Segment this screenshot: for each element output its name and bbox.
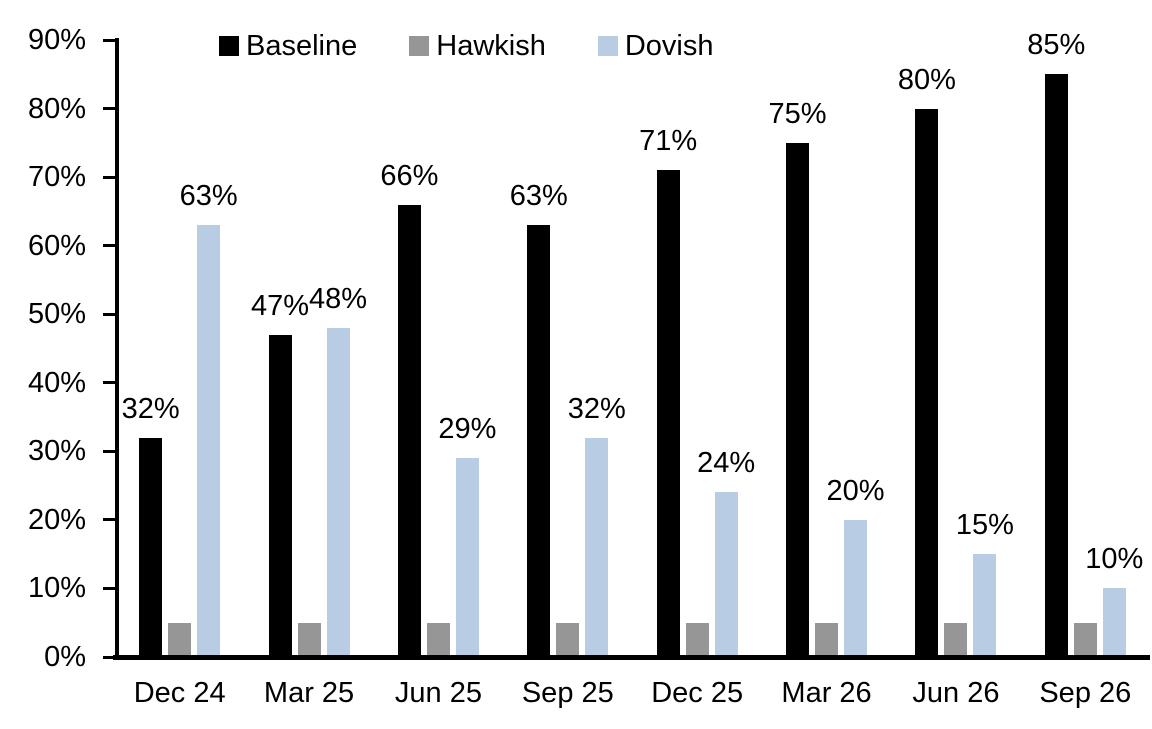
bar-value-label: 24% xyxy=(697,447,756,480)
bar-hawkish-0 xyxy=(168,622,192,657)
y-tick-label: 40% xyxy=(27,366,86,399)
legend-label: Dovish xyxy=(624,30,714,62)
y-tick xyxy=(103,449,115,453)
x-axis-label: Sep 26 xyxy=(1039,677,1132,709)
bar-dovish-6 xyxy=(973,554,997,657)
y-axis-line xyxy=(115,38,119,660)
y-tick xyxy=(103,244,115,248)
y-tick xyxy=(103,381,115,385)
y-tick xyxy=(103,586,115,590)
bar-hawkish-3 xyxy=(556,622,580,657)
bar-value-label: 71% xyxy=(639,125,698,158)
x-axis-label: Sep 25 xyxy=(521,677,614,709)
bar-baseline-4 xyxy=(656,170,680,657)
bar-baseline-7 xyxy=(1044,74,1068,657)
bar-hawkish-1 xyxy=(297,622,321,657)
y-tick-label: 20% xyxy=(27,503,86,536)
y-tick-label: 30% xyxy=(27,435,86,468)
bar-dovish-3 xyxy=(585,437,609,657)
x-axis-label: Dec 25 xyxy=(651,677,744,709)
y-tick xyxy=(103,655,115,659)
bar-dovish-1 xyxy=(326,327,350,657)
legend-swatch-baseline-icon xyxy=(219,36,239,56)
y-tick-label: 10% xyxy=(27,572,86,605)
bar-value-label: 85% xyxy=(1027,29,1086,62)
bar-value-label: 10% xyxy=(1085,543,1144,576)
legend-item-dovish: Dovish xyxy=(597,29,714,63)
bar-baseline-0 xyxy=(139,437,163,657)
bar-hawkish-7 xyxy=(1073,622,1097,657)
bar-dovish-2 xyxy=(455,458,479,657)
bar-hawkish-2 xyxy=(426,622,450,657)
bar-baseline-5 xyxy=(786,142,810,657)
x-axis-label: Dec 24 xyxy=(133,677,226,709)
y-tick-label: 70% xyxy=(27,161,86,194)
bar-hawkish-6 xyxy=(944,622,968,657)
legend-label: Baseline xyxy=(246,30,358,62)
bar-value-label: 47% xyxy=(251,289,310,322)
bar-dovish-0 xyxy=(197,225,221,657)
bar-value-label: 63% xyxy=(179,180,238,213)
x-axis-line xyxy=(113,655,1150,660)
y-tick-label: 60% xyxy=(27,229,86,262)
legend-label: Hawkish xyxy=(436,30,546,62)
bar-dovish-7 xyxy=(1102,588,1126,657)
x-axis-label: Mar 26 xyxy=(781,677,872,709)
bar-baseline-6 xyxy=(915,108,939,657)
y-tick-label: 50% xyxy=(27,298,86,331)
bar-value-label: 15% xyxy=(955,509,1014,542)
bar-value-label: 32% xyxy=(567,392,626,425)
bar-hawkish-4 xyxy=(685,622,709,657)
y-tick xyxy=(103,175,115,179)
y-tick xyxy=(103,518,115,522)
y-tick xyxy=(103,38,115,42)
bar-baseline-2 xyxy=(397,204,421,657)
bar-baseline-3 xyxy=(527,225,551,657)
bar-hawkish-5 xyxy=(815,622,839,657)
x-axis-label: Jun 26 xyxy=(912,677,1000,709)
bar-value-label: 75% xyxy=(768,97,827,130)
bar-dovish-5 xyxy=(844,519,868,657)
bar-value-label: 66% xyxy=(380,159,439,192)
legend-swatch-hawkish-icon xyxy=(409,36,430,56)
bar-value-label: 29% xyxy=(438,413,497,446)
legend-item-hawkish: Hawkish xyxy=(409,29,546,63)
bar-dovish-4 xyxy=(714,492,738,657)
legend-item-baseline: Baseline xyxy=(219,29,357,63)
x-axis-label: Jun 25 xyxy=(394,677,482,709)
x-axis-label: Mar 25 xyxy=(263,677,355,709)
bar-baseline-1 xyxy=(268,334,292,657)
bar-value-label: 63% xyxy=(509,180,568,213)
y-tick-label: 0% xyxy=(44,641,86,673)
bar-value-label: 80% xyxy=(897,63,956,96)
legend: Baseline Hawkish Dovish xyxy=(219,28,714,64)
y-tick xyxy=(103,107,115,111)
y-tick-label: 90% xyxy=(27,24,86,56)
bar-value-label: 48% xyxy=(309,282,368,315)
legend-swatch-dovish-icon xyxy=(597,36,618,56)
bar-value-label: 20% xyxy=(826,474,885,507)
y-tick-label: 80% xyxy=(27,92,86,125)
bar-value-label: 32% xyxy=(121,392,180,425)
y-tick xyxy=(103,312,115,316)
